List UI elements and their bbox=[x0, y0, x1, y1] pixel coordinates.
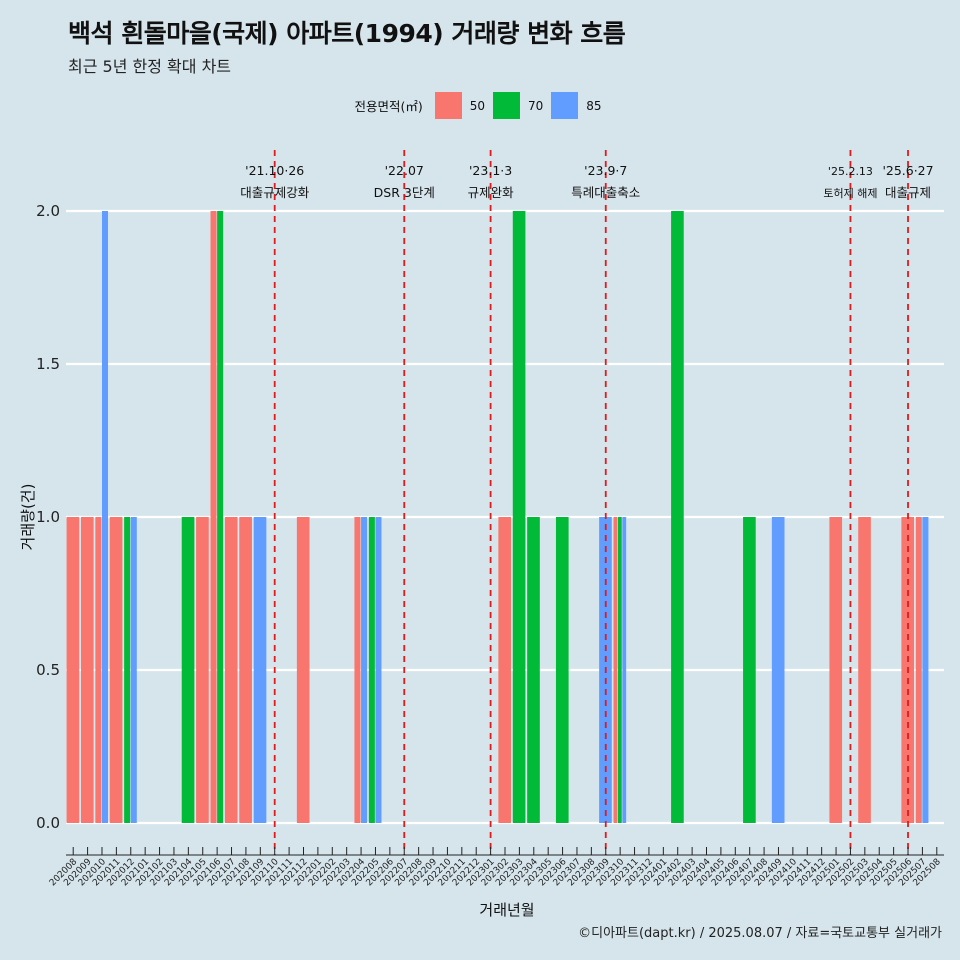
y-tick-label: 0.0 bbox=[36, 814, 60, 832]
event-date-label: '25.2.13 bbox=[828, 165, 873, 178]
bar-202402-70 bbox=[671, 211, 684, 823]
bar-202112-50 bbox=[296, 517, 310, 823]
bar-202106-50 bbox=[210, 211, 217, 823]
bar-202205-70 bbox=[368, 517, 375, 823]
bar-202507-50 bbox=[915, 517, 922, 823]
bar-202109-85 bbox=[253, 517, 267, 823]
y-axis-label: 거래량(건) bbox=[19, 484, 37, 551]
event-date-label: '22.07 bbox=[385, 163, 424, 178]
bar-202409-85 bbox=[771, 517, 785, 823]
legend-label-85: 85 bbox=[586, 98, 602, 113]
event-name-label: 규제완화 bbox=[468, 185, 515, 200]
bar-202205-85 bbox=[375, 517, 382, 823]
bar-202310-50 bbox=[613, 517, 618, 823]
bar-202106-70 bbox=[217, 211, 224, 823]
event-name-label: 대출규제강화 bbox=[240, 185, 310, 200]
bar-202507-85 bbox=[922, 517, 929, 823]
bar-202010-50 bbox=[95, 517, 102, 823]
event-name-label: 토허제 해제 bbox=[823, 186, 877, 200]
source-caption: ©디아파트(dapt.kr) / 2025.08.07 / 자료=국토교통부 실… bbox=[578, 926, 942, 941]
y-tick-label: 2.0 bbox=[36, 202, 60, 220]
event-date-label: '25.6·27 bbox=[882, 163, 933, 178]
event-name-label: 특례대출축소 bbox=[571, 185, 640, 200]
legend-swatch-85 bbox=[551, 92, 579, 119]
legend-item-70: 70 bbox=[492, 92, 544, 119]
bar-202304-70 bbox=[527, 517, 540, 823]
bar-202204-85 bbox=[361, 517, 368, 823]
event-annotations: '21.10·26 대출규제강화 '22.07 DSR 3단계 '23.1·3 규제완화 '… bbox=[240, 163, 933, 200]
event-lines bbox=[273, 150, 909, 855]
bar-202008-50 bbox=[66, 517, 80, 823]
event-date-label: '23.9·7 bbox=[584, 163, 627, 178]
bar-202105-50 bbox=[196, 517, 209, 823]
x-axis-label: 거래년월 bbox=[479, 901, 534, 919]
event-name-label: 대출규제 bbox=[885, 185, 931, 200]
y-tick-label: 1.0 bbox=[36, 508, 60, 526]
bar-202501-50 bbox=[829, 517, 843, 823]
event-date-label: '21.10·26 bbox=[245, 163, 304, 178]
chart-subtitle: 최근 5년 한정 확대 차트 bbox=[68, 57, 232, 76]
bar-202407-70 bbox=[743, 517, 756, 823]
bar-202204-50 bbox=[354, 517, 361, 823]
chart-title: 백석 흰돌마을(국제) 아파트(1994) 거래량 변화 흐름 bbox=[68, 19, 626, 48]
legend: 전용면적(㎡) 50 70 85 bbox=[0, 92, 960, 119]
bar-202009-50 bbox=[80, 517, 94, 823]
event-date-label: '23.1·3 bbox=[469, 163, 512, 178]
event-name-label: DSR 3단계 bbox=[374, 185, 435, 200]
legend-item-85: 85 bbox=[551, 92, 602, 119]
legend-item-50: 50 bbox=[434, 92, 485, 119]
legend-swatch-50 bbox=[434, 92, 462, 119]
bar-202011-50 bbox=[109, 517, 123, 823]
bar-202303-70 bbox=[512, 211, 526, 823]
bar-202302-50 bbox=[498, 517, 512, 823]
y-tick-label: 1.5 bbox=[36, 355, 60, 373]
legend-swatch-70 bbox=[492, 92, 520, 119]
legend-label-70: 70 bbox=[527, 98, 544, 113]
bar-202306-70 bbox=[555, 517, 569, 823]
x-axis: 2020082020092020102020112020122021012021… bbox=[48, 847, 944, 888]
bar-202104-70 bbox=[181, 517, 195, 823]
bar-202108-50 bbox=[239, 517, 252, 823]
bar-202310-85 bbox=[622, 517, 627, 823]
bar-202503-50 bbox=[858, 517, 871, 823]
legend-label-50: 50 bbox=[469, 98, 485, 113]
bar-202010-85 bbox=[101, 211, 109, 823]
y-tick-label: 0.5 bbox=[36, 661, 60, 679]
bar-202012-85 bbox=[130, 517, 137, 823]
y-axis: 0.0 0.5 1.0 1.5 2.0 bbox=[36, 202, 60, 832]
bar-202107-50 bbox=[224, 517, 238, 823]
bar-202310-70 bbox=[617, 517, 622, 823]
bar-202012-70 bbox=[124, 517, 131, 823]
legend-title: 전용면적(㎡) bbox=[354, 99, 423, 114]
